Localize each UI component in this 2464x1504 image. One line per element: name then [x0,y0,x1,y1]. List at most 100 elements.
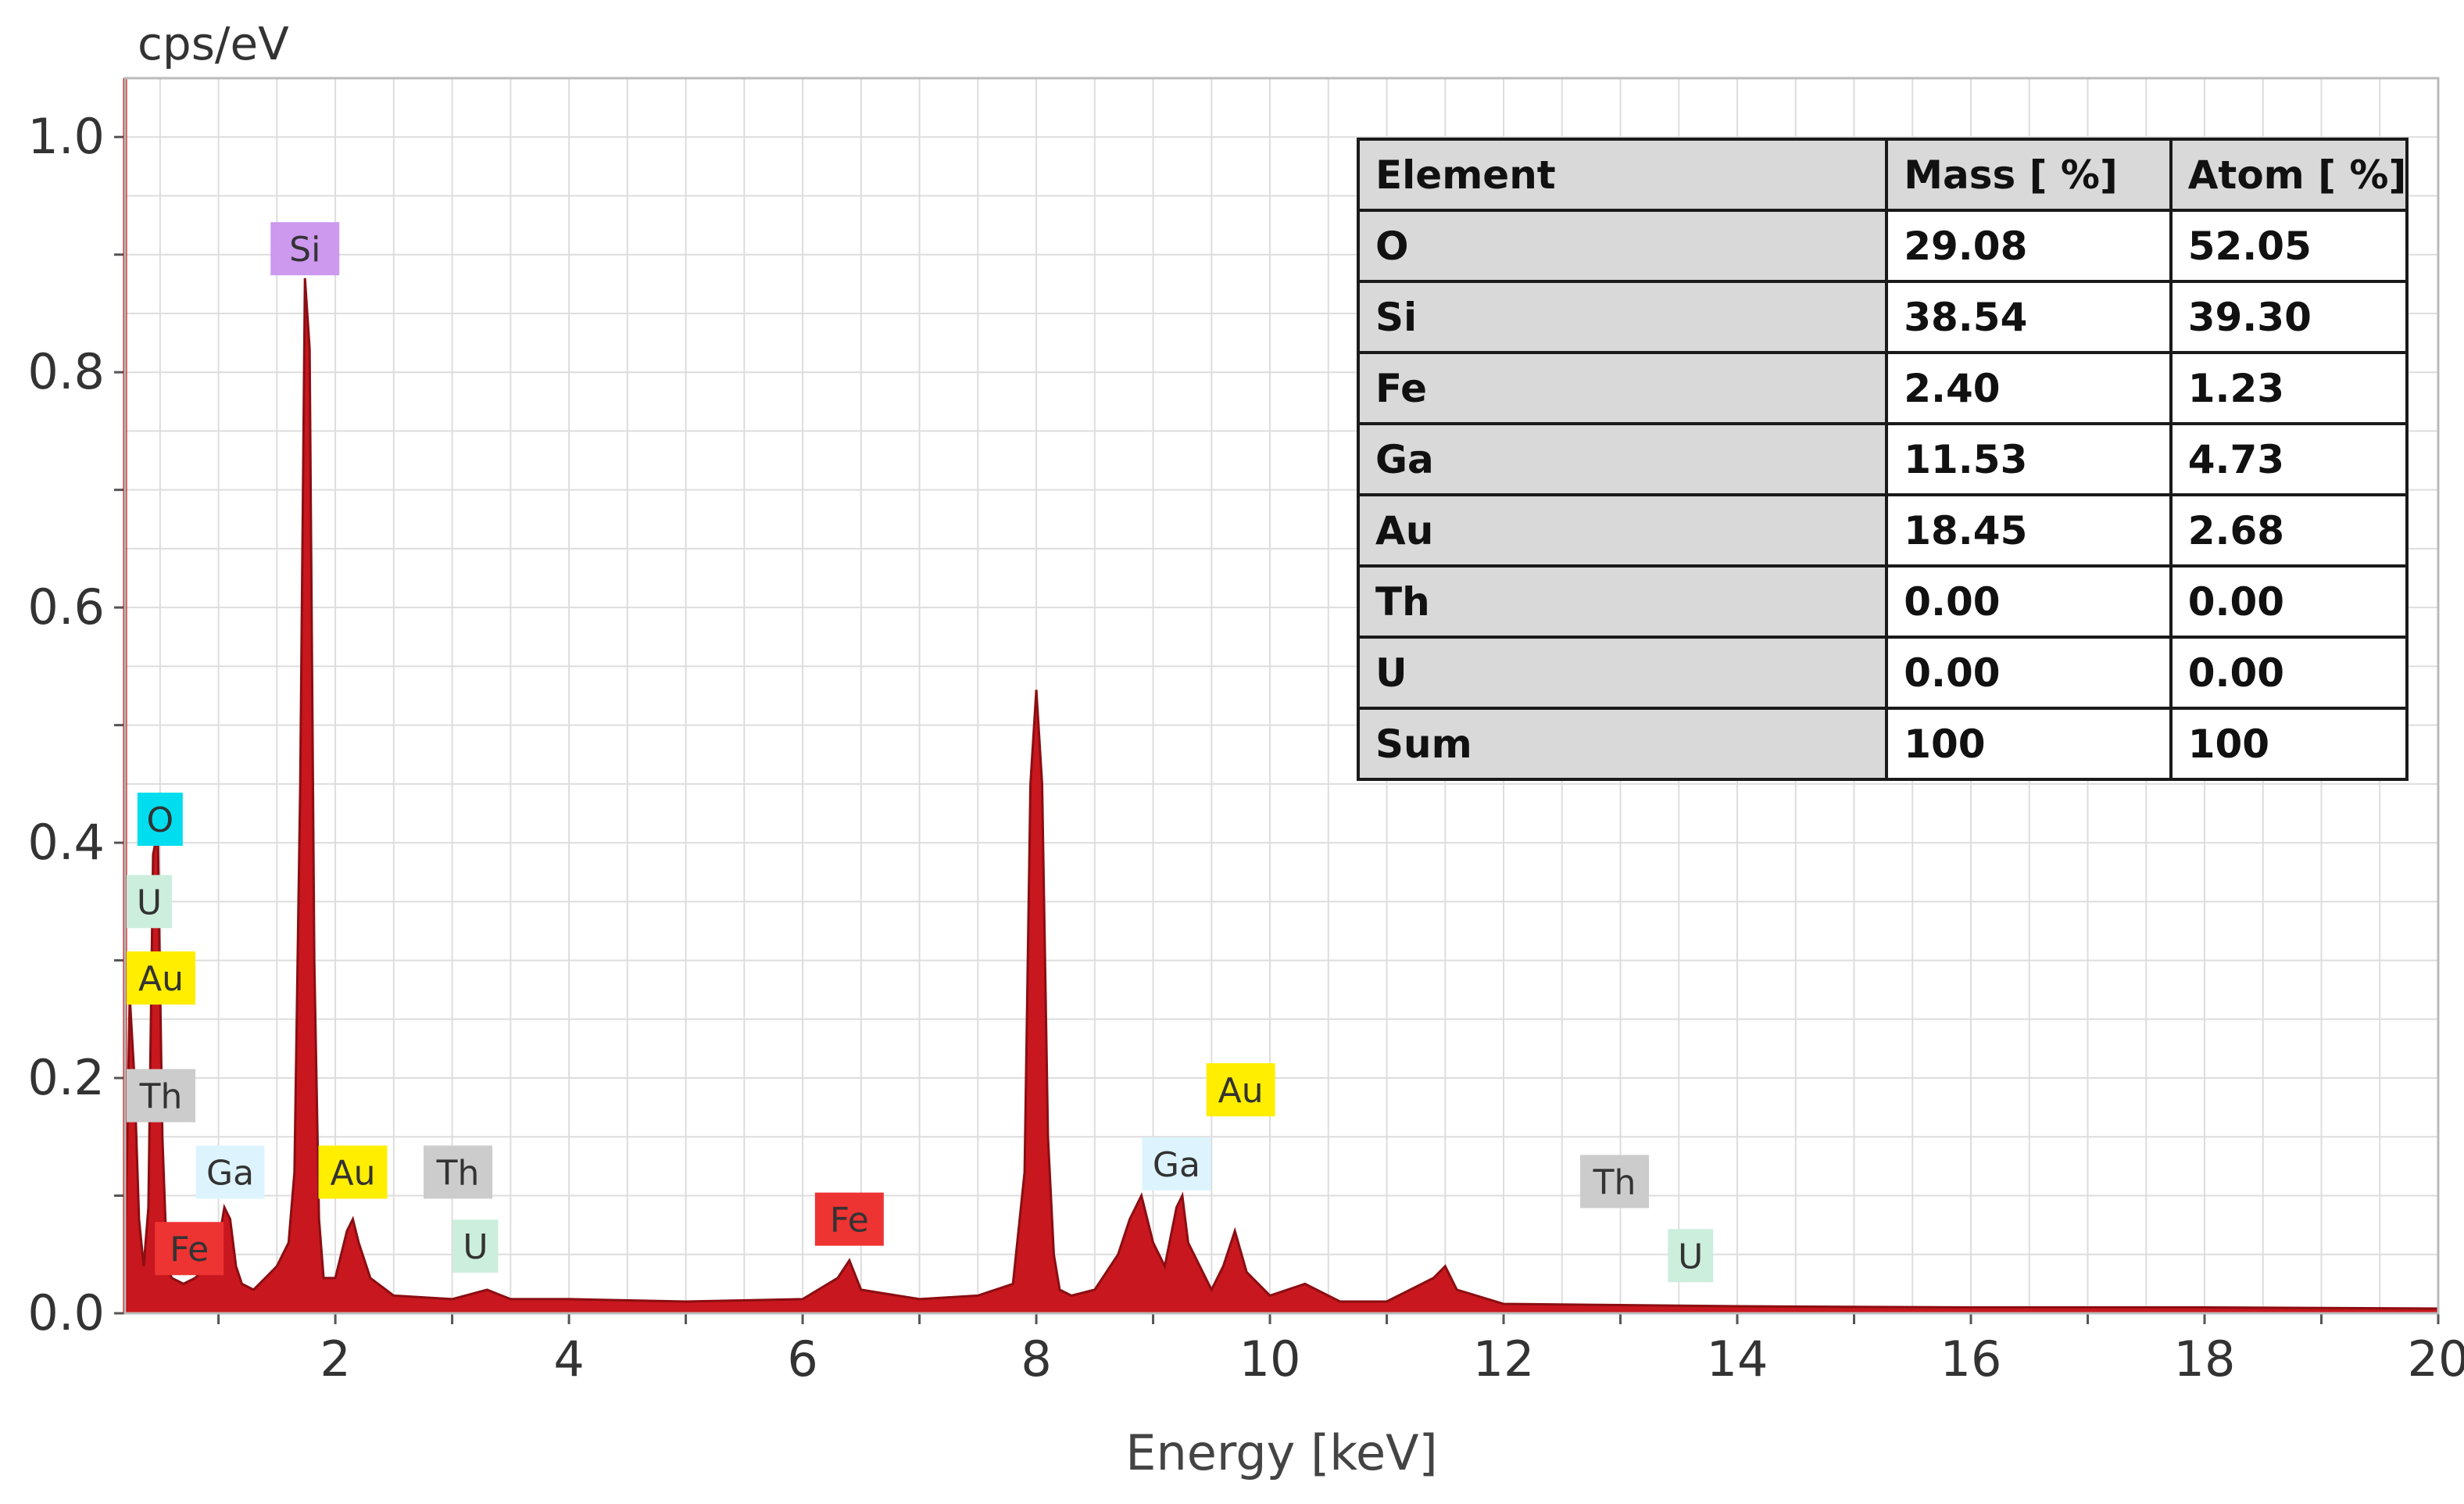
peak-label-box [814,1192,884,1246]
y-tick-label: 0.0 [27,1284,105,1341]
peak-label-box [452,1219,499,1273]
peak-label-box [1668,1229,1714,1283]
table-cell-atom: 52.05 [2169,209,2409,283]
peak-label: Ga [195,1145,265,1199]
peak-label: Si [270,222,340,276]
y-tick-label: 0.4 [27,814,105,871]
peak-label-text: Ga [1153,1145,1200,1185]
table-cell-mass: 29.08 [1885,209,2173,283]
table-cell-mass: 0.00 [1885,564,2173,639]
table-cell-element: Ga [1356,422,1889,496]
table-cell-element: O [1356,209,1889,283]
table-cell-element: Si [1356,280,1889,354]
x-tick-labels: 2 4 6 8 10 12 14 16 18 20 [320,1330,2464,1388]
table-row: Au 18.45 2.68 [1356,493,2409,568]
peak-label: Au [318,1145,388,1199]
x-tick-label: 18 [2174,1330,2236,1388]
x-tick-label: 2 [320,1330,350,1388]
table-header-cell: Element [1356,138,1889,212]
y-axis-label: cps/eV [138,17,289,70]
table-cell-mass: 38.54 [1885,280,2173,354]
table-row: Th 0.00 0.00 [1356,564,2409,639]
table-cell-atom: 39.30 [2169,280,2409,354]
peak-label-box [318,1145,388,1199]
table-cell-atom: 0.00 [2169,564,2409,639]
peak-label-box [127,875,172,929]
table-cell-mass: 2.40 [1885,351,2173,425]
peak-label-text: Th [1593,1162,1636,1202]
table-cell-element: Fe [1356,351,1889,425]
table-row: Fe 2.40 1.23 [1356,351,2409,425]
peak-label: O [137,793,183,846]
peak-label-box [1580,1155,1650,1209]
peak-label-text: Fe [170,1230,209,1269]
y-tick-label: 0.8 [27,343,105,400]
table-cell-atom: 4.73 [2169,422,2409,496]
table-header-cell: Atom [ %] [2169,138,2409,212]
table-row: Si 38.54 39.30 [1356,280,2409,354]
peak-label-box [127,951,195,1005]
x-tick-label: 4 [553,1330,584,1388]
table-cell-mass: 100 [1885,707,2173,781]
y-tick-label: 1.0 [27,108,105,165]
table-cell-element: Sum [1356,707,1889,781]
peak-label-text: U [1678,1237,1703,1277]
peak-label: U [1668,1229,1714,1283]
peak-label-text: O [147,800,174,840]
table-row: U 0.00 0.00 [1356,636,2409,710]
peak-label-text: Th [139,1077,183,1117]
peak-label-text: Th [436,1153,480,1193]
peak-label: Fe [814,1192,884,1246]
table-row: Ga 11.53 4.73 [1356,422,2409,496]
peak-label: Fe [155,1222,224,1276]
axis-ticks [114,135,2440,1324]
table-cell-atom: 1.23 [2169,351,2409,425]
plot-frame [123,77,2440,1315]
table-cell-element: U [1356,636,1889,710]
peak-label: Th [127,1069,195,1123]
x-tick-label: 8 [1021,1330,1051,1388]
x-axis-label: Energy [keV] [1125,1424,1437,1481]
peak-label-text: Ga [206,1153,254,1193]
element-composition-table: Element Mass [ %] Atom [ %] O 29.08 52.05 Si 3… [1356,138,2409,781]
peak-label-box [127,1069,195,1123]
table-row: O 29.08 52.05 [1356,209,2409,283]
peak-label-box [1206,1063,1275,1117]
peak-label-text: Au [1218,1071,1264,1111]
x-tick-label: 20 [2408,1330,2464,1388]
table-cell-atom: 100 [2169,707,2409,781]
table-header-cell: Mass [ %] [1885,138,2173,212]
peak-label-box [195,1145,265,1199]
peak-label: Th [424,1145,493,1199]
peak-label-box [155,1222,224,1276]
peak-label-text: Fe [830,1201,869,1241]
table-cell-element: Au [1356,493,1889,568]
x-tick-label: 14 [1707,1330,1768,1388]
table-row: Sum 100 100 [1356,707,2409,781]
table-cell-element: Th [1356,564,1889,639]
peak-label-box [424,1145,493,1199]
peak-label: U [452,1219,499,1273]
element-composition-table-wrap: Element Mass [ %] Atom [ %] O 29.08 52.05 Si 3… [1356,138,2409,781]
peak-label-text: U [463,1227,488,1267]
peak-label: Au [1206,1063,1275,1117]
table-cell-mass: 0.00 [1885,636,2173,710]
x-tick-label: 10 [1239,1330,1301,1388]
x-tick-label: 16 [1940,1330,2002,1388]
table-cell-mass: 18.45 [1885,493,2173,568]
peak-label: Ga [1142,1137,1211,1191]
peak-label: Th [1580,1155,1650,1209]
table-cell-atom: 0.00 [2169,636,2409,710]
table-body: O 29.08 52.05 Si 38.54 39.30 Fe 2.40 1.23 Ga 11.53… [1356,209,2409,781]
y-tick-label: 0.2 [27,1049,105,1106]
table-cell-mass: 11.53 [1885,422,2173,496]
peak-label-text: Au [331,1153,376,1193]
peak-label-text: U [137,883,162,922]
peak-label-text: Au [138,959,184,999]
peak-label: Au [127,951,195,1005]
peak-label: U [127,875,172,929]
peak-label-box [1142,1137,1211,1191]
table-header-row: Element Mass [ %] Atom [ %] [1356,138,2409,212]
peak-labels: Si O U Au Th Fe Ga Au Th U Fe Ga Au Th U [127,222,1714,1283]
peak-label-box [137,793,183,846]
